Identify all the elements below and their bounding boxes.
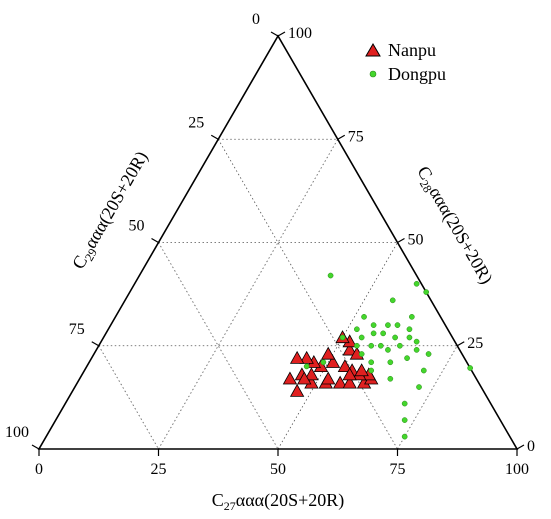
dongpu-point-26 [404,355,410,361]
nanpu-point-19 [289,350,305,364]
dongpu-point-18 [397,342,403,349]
dongpu-point-3 [389,297,396,304]
c27-tick-label-25: 25 [151,461,167,478]
c27-axis-title: C27ααα(20S+20R) [212,490,344,513]
dongpu-point-38 [401,433,408,440]
nanpu-point-3 [282,371,298,385]
nanpu-point-27 [297,371,312,385]
c29-tick-label-50: 50 [129,218,145,235]
legend: Nanpu Dongpu [365,40,446,84]
dongpu-point-8 [354,326,360,333]
dongpu-point-2 [423,289,430,295]
dongpu-point-30 [303,363,310,370]
dongpu-point-7 [370,322,377,328]
c27-tick-label-50: 50 [270,461,286,478]
dongpu-point-16 [339,334,346,341]
dongpu-point-17 [413,338,420,345]
dongpu-point-5 [361,313,367,320]
nanpu-point-8 [342,375,357,389]
grid-line-c27-25 [158,139,339,450]
c29-tick-100 [31,444,40,450]
c27-tick-label-75: 75 [390,461,406,478]
grid-line-c27-75 [397,345,458,450]
c28-tick-75 [337,134,346,140]
triangle-outline [37,34,519,450]
dongpu-point-20 [368,342,375,349]
nanpu-point-14 [337,359,353,373]
grid-line-c29-75 [98,345,159,450]
legend-dongpu-marker [369,70,377,78]
c29-tick-label-0: 0 [252,11,260,28]
dongpu-point-13 [392,334,398,341]
data-points [282,272,473,440]
c28-tick-0 [516,444,525,450]
dongpu-point-10 [406,326,413,333]
c28-tick-label-0: 0 [527,438,535,455]
c29-tick-75 [91,341,100,347]
dongpu-point-0 [327,272,334,279]
dongpu-point-29 [320,359,327,366]
dongpu-point-19 [377,342,384,349]
dongpu-point-4 [408,313,415,320]
c29-tick-0 [270,31,279,37]
c29-tick-25 [210,134,219,140]
dongpu-point-34 [387,375,394,382]
dongpu-point-23 [385,347,391,353]
nanpu-point-26 [354,363,369,377]
dongpu-point-11 [370,330,377,337]
dongpu-point-24 [358,351,365,357]
dongpu-point-25 [425,351,432,357]
c29-tick-label-100: 100 [5,424,29,441]
dongpu-point-15 [358,334,365,341]
c29-tick-label-25: 25 [188,114,204,131]
dongpu-point-36 [401,400,408,407]
c29-tick-50 [151,237,159,244]
dongpu-point-32 [420,367,427,374]
dongpu-point-27 [387,359,394,366]
dongpu-point-35 [416,384,422,390]
dongpu-point-1 [413,280,420,287]
dongpu-point-14 [406,334,413,341]
legend-nanpu-marker [365,43,381,57]
dongpu-point-9 [394,322,401,328]
dongpu-point-31 [368,367,375,374]
nanpu-point-15 [325,354,341,368]
dongpu-point-22 [413,347,420,353]
c28-tick-label-25: 25 [467,335,483,352]
nanpu-point-0 [289,383,305,397]
nanpu-point-25 [342,367,357,381]
c28-tick-label-100: 100 [288,25,312,42]
dongpu-point-28 [368,359,375,366]
c28-tick-label-75: 75 [348,128,364,145]
legend-dongpu-label: Dongpu [388,64,446,84]
nanpu-point-20 [321,346,336,360]
c27-tick-label-0: 0 [35,461,43,478]
nanpu-point-18 [299,350,314,364]
nanpu-point-5 [304,367,319,381]
legend-nanpu-label: Nanpu [388,40,436,60]
dongpu-point-12 [380,330,387,337]
c28-tick-100 [277,31,286,37]
nanpu-point-21 [342,342,357,356]
nanpu-point-6 [321,371,336,385]
c28-tick-25 [456,341,465,347]
dongpu-point-6 [385,322,391,328]
c28-tick-label-50: 50 [408,232,424,249]
grid-line-c29-25 [217,139,398,450]
triangle-frame [37,34,519,450]
dongpu-point-37 [401,417,408,423]
nanpu-point-7 [332,375,348,389]
dongpu-point-33 [467,365,473,371]
c27-tick-label-100: 100 [505,461,529,478]
c29-tick-label-75: 75 [69,321,85,338]
dongpu-point-21 [354,342,360,349]
c29-axis-title: C29ααα(20S+20R) [68,148,154,274]
c28-axis-title: C28ααα(20S+20R) [411,163,497,289]
c28-tick-50 [397,237,405,244]
tick-marks [31,31,525,456]
